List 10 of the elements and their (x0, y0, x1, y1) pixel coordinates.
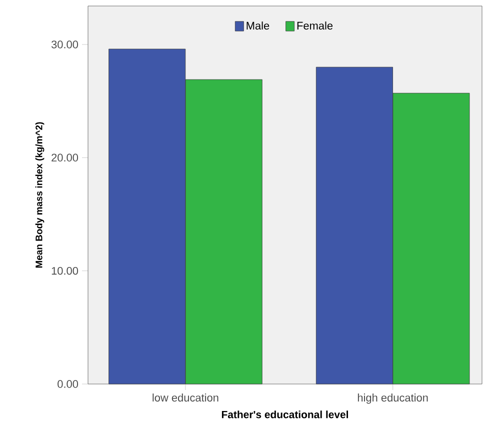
y-tick-label: 30.00 (51, 40, 78, 48)
y-axis-title: Mean Body mass index (kg/m^2) (35, 122, 44, 268)
x-tick-label: high education (358, 394, 428, 404)
x-axis-title: Father's educational level (222, 410, 348, 418)
legend-label: Male (246, 22, 270, 30)
legend-label: Female (297, 22, 333, 30)
y-tick-label: 20.00 (52, 154, 78, 162)
y-tick-label: 0.00 (58, 380, 78, 388)
x-tick-label: low education (152, 394, 218, 402)
y-tick-label: 10.00 (52, 266, 78, 275)
